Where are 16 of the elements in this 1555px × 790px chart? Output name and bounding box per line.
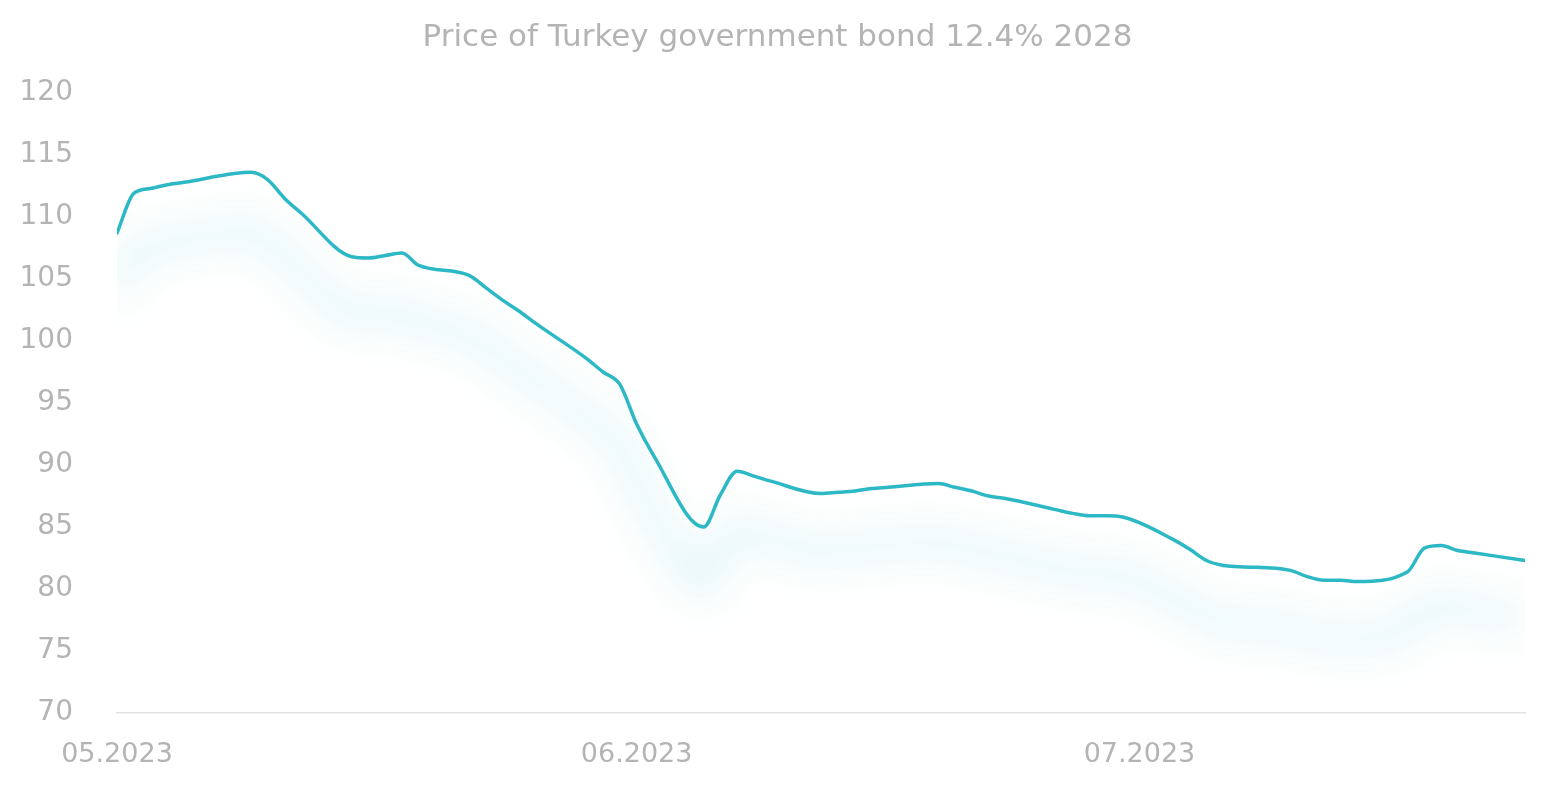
y-tick-label: 115 [19,136,73,170]
x-tick-label: 06.2023 [580,737,693,769]
y-tick-label: 75 [37,632,73,666]
x-tick-label: 07.2023 [1083,737,1196,769]
y-tick-label: 90 [37,446,73,480]
y-tick-label: 85 [37,508,73,542]
y-tick-label: 105 [19,260,73,294]
line-series [117,170,1525,584]
y-tick-label: 100 [19,322,73,356]
y-tick-label: 110 [19,198,73,232]
y-tick-label: 95 [37,384,73,418]
y-tick-label: 70 [37,694,73,728]
y-tick-label: 120 [19,74,73,108]
y-tick-label: 80 [37,570,73,604]
x-tick-label: 05.2023 [61,737,173,769]
chart-title: Price of Turkey government bond 12.4% 2028 [422,17,1133,54]
